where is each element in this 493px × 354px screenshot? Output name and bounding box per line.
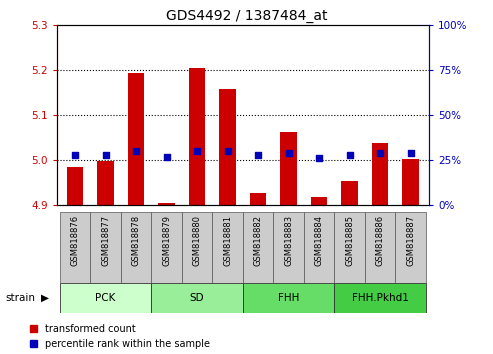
Bar [243, 283, 334, 313]
Bar [341, 181, 358, 205]
Bar [273, 212, 304, 283]
Bar [158, 203, 175, 205]
Point [163, 154, 171, 159]
Bar [372, 143, 388, 205]
Bar [121, 212, 151, 283]
Bar [280, 132, 297, 205]
Point [71, 152, 79, 158]
Point [346, 152, 353, 158]
Bar [304, 212, 334, 283]
Text: GSM818881: GSM818881 [223, 215, 232, 266]
Bar [128, 73, 144, 205]
Text: GSM818879: GSM818879 [162, 215, 171, 266]
Text: GSM818884: GSM818884 [315, 215, 323, 266]
Text: GSM818885: GSM818885 [345, 215, 354, 266]
Point [254, 152, 262, 158]
Bar [151, 283, 243, 313]
Text: SD: SD [190, 293, 205, 303]
Bar [365, 212, 395, 283]
Text: GSM818882: GSM818882 [253, 215, 263, 266]
Text: GSM818877: GSM818877 [101, 215, 110, 266]
Point [315, 155, 323, 161]
Text: FHH.Pkhd1: FHH.Pkhd1 [352, 293, 409, 303]
Bar [67, 167, 83, 205]
Point [376, 150, 384, 156]
Point [102, 152, 109, 158]
Text: GSM818876: GSM818876 [70, 215, 79, 266]
Text: FHH: FHH [278, 293, 299, 303]
Text: GDS4492 / 1387484_at: GDS4492 / 1387484_at [166, 9, 327, 23]
Text: ▶: ▶ [41, 293, 49, 303]
Point [193, 148, 201, 154]
Bar [97, 161, 114, 205]
Point [224, 148, 232, 154]
Text: GSM818878: GSM818878 [132, 215, 141, 266]
Bar [249, 193, 266, 205]
Bar [60, 212, 90, 283]
Text: PCK: PCK [95, 293, 116, 303]
Bar [90, 212, 121, 283]
Text: GSM818887: GSM818887 [406, 215, 415, 266]
Bar [311, 197, 327, 205]
Bar [151, 212, 182, 283]
Bar [243, 212, 273, 283]
Point [132, 148, 140, 154]
Bar [402, 159, 419, 205]
Text: GSM818880: GSM818880 [193, 215, 202, 266]
Bar [219, 89, 236, 205]
Bar [60, 283, 151, 313]
Text: GSM818886: GSM818886 [376, 215, 385, 266]
Text: GSM818883: GSM818883 [284, 215, 293, 266]
Bar [395, 212, 426, 283]
Legend: transformed count, percentile rank within the sample: transformed count, percentile rank withi… [30, 324, 210, 349]
Text: strain: strain [5, 293, 35, 303]
Bar [182, 212, 212, 283]
Point [407, 150, 415, 156]
Bar [334, 283, 426, 313]
Bar [334, 212, 365, 283]
Bar [189, 68, 206, 205]
Point [284, 150, 292, 156]
Bar [212, 212, 243, 283]
